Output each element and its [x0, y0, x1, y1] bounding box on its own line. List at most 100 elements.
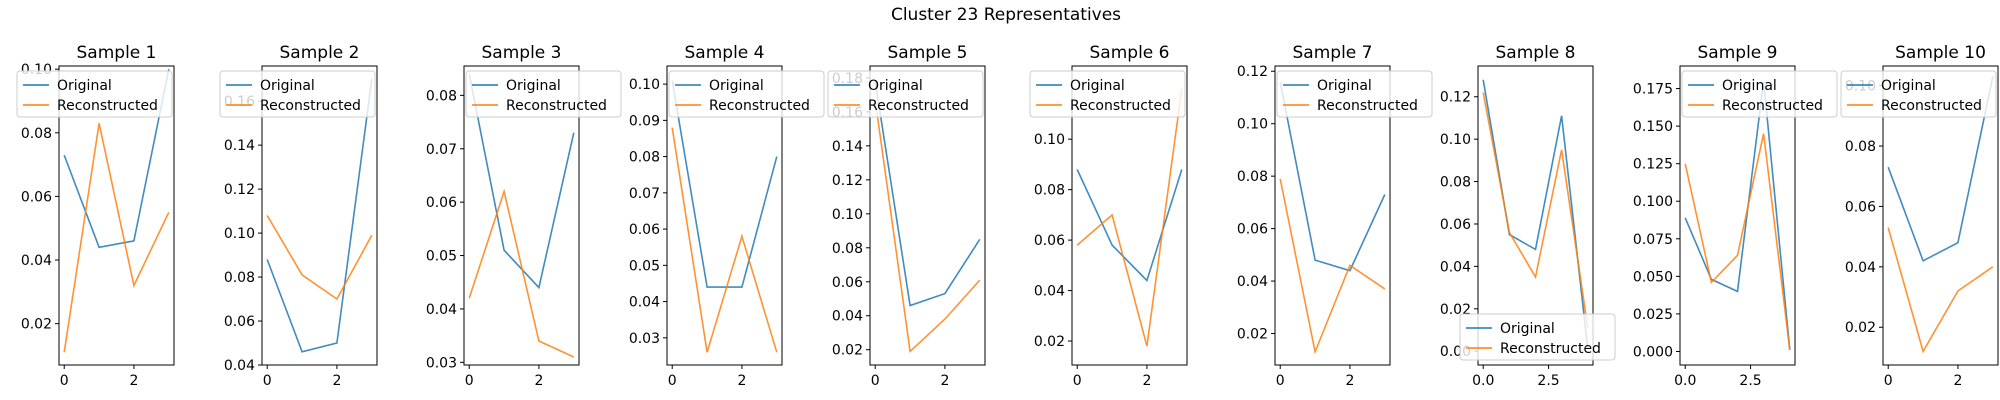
x-tick-label: 2	[332, 373, 341, 389]
series-line-reconstructed	[1482, 92, 1589, 329]
legend-frame	[16, 70, 173, 118]
y-tick-label: 0.10	[1237, 117, 1268, 133]
legend: Original Reconstructed	[1029, 70, 1186, 118]
series-line-original	[1076, 169, 1183, 283]
axes-frame	[666, 65, 783, 366]
y-tick-label: 0.10	[832, 207, 863, 223]
y-tick-label: 0.08	[629, 150, 660, 166]
y-tick-label: 0.12	[1237, 64, 1268, 80]
y-tick-label: 0.04	[832, 309, 863, 325]
subplot-8: Sample 80.000.020.040.060.080.100.120.0 2…	[1440, 43, 1616, 389]
y-tick-label: 0.06	[629, 222, 660, 238]
legend-label: Reconstructed	[709, 98, 810, 114]
legend-label: Original	[1070, 78, 1125, 94]
y-tick-label: 0.10	[629, 77, 660, 93]
y-tick-label: 0.03	[629, 331, 660, 347]
legend-frame	[1459, 313, 1616, 361]
x-tick-label: 2	[1953, 373, 1962, 389]
legend: Original Reconstructed	[16, 70, 173, 118]
legend-frame	[668, 70, 825, 118]
y-tick-label: 0.06	[21, 189, 52, 205]
y-tick-label: 0.08	[1845, 139, 1876, 155]
series-line-original	[874, 81, 981, 307]
x-tick-label: 2	[129, 373, 138, 389]
subplot-9: Sample 9 0.000 0.025 0.050 0.075 0.100 0.125 0.…	[1633, 43, 1838, 389]
subplot-title: Sample 2	[280, 43, 360, 63]
legend-frame	[219, 70, 376, 118]
x-tick-label: 0	[1884, 373, 1893, 389]
y-tick-label: 0.10	[1440, 132, 1471, 148]
y-tick-label: 0.06	[1034, 233, 1065, 249]
y-tick-label: 0.02	[1845, 320, 1876, 336]
subplot-title: Sample 5	[888, 43, 968, 63]
y-tick-label: 0.06	[1237, 222, 1268, 238]
legend-label: Reconstructed	[1070, 98, 1171, 114]
legend: Original Reconstructed	[1459, 313, 1616, 361]
legend-label: Original	[1500, 321, 1555, 337]
subplot-10: Sample 100.020.040.060.080.1002OriginalR…	[1840, 43, 1999, 389]
x-tick-label: 2.5	[1537, 373, 1559, 389]
x-tick-label: 0	[1073, 373, 1082, 389]
subplot-6: Sample 6 0.02 0.04 0.06 0.08 0.10 0 2 Original Re…	[1029, 43, 1188, 389]
legend-frame	[1276, 70, 1433, 118]
legend-label: Original	[57, 78, 112, 94]
legend: Original Reconstructed	[668, 70, 825, 118]
y-tick-label: 0.08	[224, 270, 255, 286]
subplot-title: Sample 7	[1293, 43, 1373, 63]
series-line-original	[266, 79, 373, 353]
x-tick-label: 0	[668, 373, 677, 389]
axes-frame	[1679, 65, 1796, 366]
series-line-original	[1887, 76, 1994, 262]
legend-label: Reconstructed	[1317, 98, 1418, 114]
x-tick-label: 0	[60, 373, 69, 389]
subplot-title: Sample 3	[482, 43, 562, 63]
legend-label: Original	[1317, 78, 1372, 94]
subplot-7: Sample 7 0.02 0.04 0.06 0.08 0.10 0.12 0 2 Origin…	[1237, 43, 1433, 389]
subplot-5: Sample 50.020.040.060.080.100.120.140.16…	[827, 43, 986, 389]
series-line-reconstructed	[1076, 88, 1183, 347]
y-tick-label: 0.125	[1633, 157, 1673, 173]
y-tick-label: 0.04	[1440, 259, 1471, 275]
legend: Original Reconstructed	[1840, 70, 1997, 118]
x-tick-label: 0	[465, 373, 474, 389]
y-tick-label: 0.02	[21, 317, 52, 333]
legend-label: Reconstructed	[1500, 341, 1601, 357]
y-tick-label: 0.08	[426, 88, 457, 104]
y-tick-label: 0.06	[426, 195, 457, 211]
legend: Original Reconstructed	[827, 70, 984, 118]
series-line-original	[1482, 79, 1589, 350]
x-tick-label: 2	[940, 373, 949, 389]
legend-label: Reconstructed	[506, 98, 607, 114]
legend-label: Original	[709, 78, 764, 94]
y-tick-label: 0.12	[1440, 90, 1471, 106]
y-tick-label: 0.08	[1034, 183, 1065, 199]
subplot-title: Sample 8	[1496, 43, 1576, 63]
axes-frame	[261, 65, 378, 366]
x-tick-label: 0.0	[1472, 373, 1494, 389]
y-tick-label: 0.050	[1633, 269, 1673, 285]
x-tick-label: 2.5	[1739, 373, 1761, 389]
series-line-reconstructed	[1887, 227, 1994, 354]
legend-label: Reconstructed	[1722, 98, 1823, 114]
x-tick-label: 0	[263, 373, 272, 389]
y-tick-label: 0.08	[832, 241, 863, 257]
y-tick-label: 0.08	[1440, 175, 1471, 191]
y-tick-label: 0.05	[426, 249, 457, 265]
y-tick-label: 0.04	[1034, 284, 1065, 300]
y-tick-label: 0.04	[426, 302, 457, 318]
y-tick-label: 0.03	[426, 355, 457, 371]
y-tick-label: 0.075	[1633, 232, 1673, 248]
y-tick-label: 0.08	[1237, 169, 1268, 185]
axes-frame	[1477, 65, 1594, 366]
axes-frame	[463, 65, 580, 366]
y-tick-label: 0.04	[21, 253, 52, 269]
y-tick-label: 0.12	[224, 182, 255, 198]
x-tick-label: 2	[1142, 373, 1151, 389]
y-tick-label: 0.100	[1633, 194, 1673, 210]
y-tick-label: 0.04	[1237, 274, 1268, 290]
y-tick-label: 0.14	[224, 138, 255, 154]
x-tick-label: 0.0	[1674, 373, 1696, 389]
axes-frame	[1071, 65, 1188, 366]
subplot-2: Sample 20.040.060.080.100.120.140.1602Or…	[219, 43, 378, 389]
